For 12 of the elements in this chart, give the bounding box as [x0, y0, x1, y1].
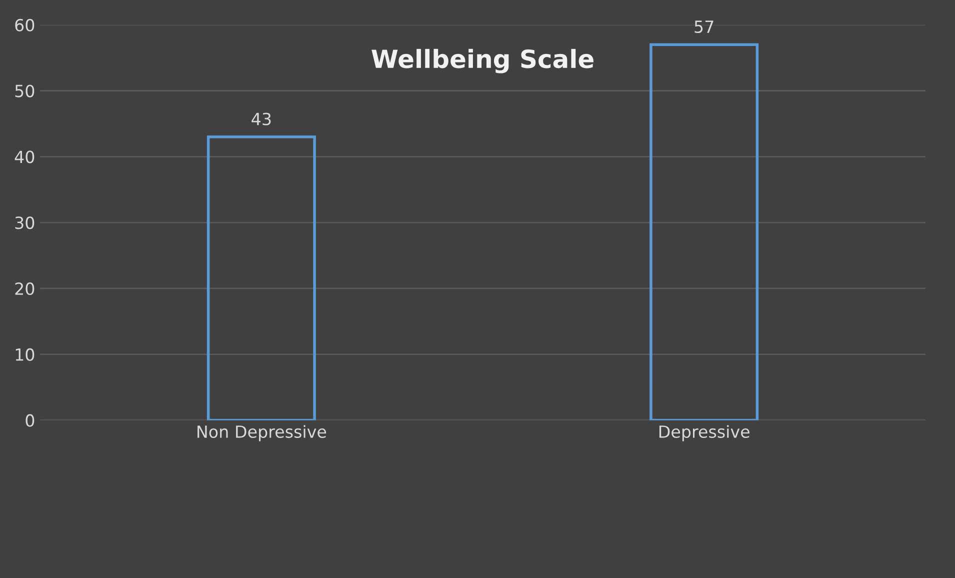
data-label: 57 [694, 20, 714, 34]
y-tick-label: 10 [16, 348, 34, 361]
y-tick-label: 0 [26, 414, 34, 427]
text: Wellbeing Scale [372, 48, 594, 74]
x-tick-label: Non Depressive [198, 425, 326, 442]
data-label: 43 [252, 112, 271, 126]
y-tick-label: 50 [15, 84, 34, 98]
y-tick-label: 60 [15, 18, 34, 32]
x-tick-label: Depressive [659, 425, 750, 442]
y-tick-label: 30 [15, 216, 34, 230]
y-tick-label: 20 [15, 282, 34, 295]
y-tick-label: 40 [14, 150, 34, 164]
